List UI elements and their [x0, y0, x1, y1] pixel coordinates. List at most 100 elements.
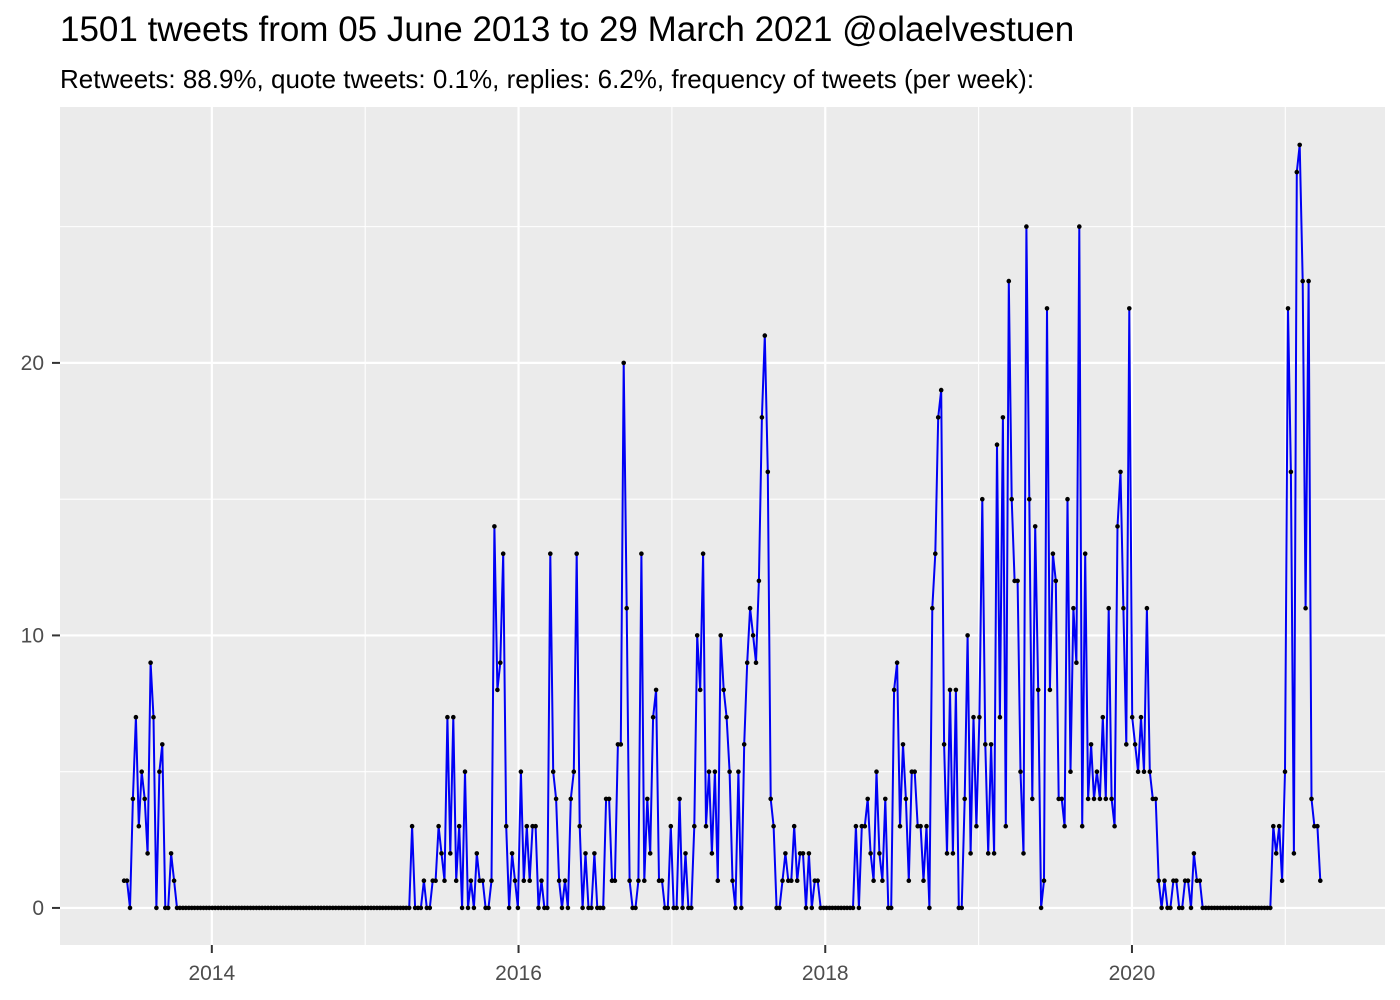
data-point: [977, 714, 982, 720]
data-point: [697, 687, 703, 693]
data-point: [1132, 742, 1138, 747]
data-point: [718, 633, 723, 638]
data-point: [730, 878, 735, 883]
data-point: [1065, 496, 1070, 502]
data-point: [1285, 306, 1291, 311]
x-tick-label-2018: 2018: [802, 962, 849, 985]
x-tick-label-2016: 2016: [495, 962, 542, 985]
data-point: [462, 769, 468, 774]
data-point: [1144, 605, 1150, 611]
y-tick-label-20: 20: [21, 352, 44, 375]
data-point: [674, 905, 679, 911]
data-point: [944, 851, 950, 856]
data-point: [1103, 796, 1109, 802]
data-point: [1188, 905, 1194, 911]
data-point: [1068, 769, 1073, 774]
data-point: [453, 878, 459, 883]
data-point: [474, 851, 480, 856]
data-point: [733, 905, 738, 911]
data-point: [771, 823, 776, 829]
data-point: [868, 851, 873, 856]
data-point: [1021, 851, 1026, 856]
data-point: [1074, 660, 1079, 665]
data-point: [1273, 851, 1279, 856]
data-point: [1141, 769, 1147, 774]
data-point: [1044, 306, 1050, 311]
data-point: [1185, 878, 1191, 883]
data-point: [880, 878, 885, 883]
data-point: [1118, 469, 1123, 475]
data-point: [683, 851, 688, 856]
data-point: [959, 905, 964, 911]
data-point: [974, 823, 979, 829]
data-point: [935, 415, 941, 420]
data-point: [750, 633, 756, 638]
data-point: [1315, 823, 1320, 829]
data-point: [891, 687, 897, 693]
data-point: [938, 387, 944, 393]
data-point: [533, 823, 538, 829]
data-point: [894, 660, 900, 665]
data-point: [559, 905, 565, 911]
data-point: [165, 905, 171, 911]
data-point: [445, 714, 450, 720]
data-point: [680, 905, 685, 911]
data-point: [518, 769, 524, 774]
data-point: [1050, 551, 1056, 556]
data-point: [512, 878, 518, 883]
data-point: [456, 823, 462, 829]
data-point: [521, 878, 527, 883]
data-point: [568, 796, 574, 802]
data-point: [498, 660, 503, 665]
data-point: [971, 714, 976, 720]
data-point: [1156, 878, 1161, 883]
data-point: [503, 823, 509, 829]
data-point: [794, 878, 800, 883]
data-point: [677, 796, 682, 802]
data-point: [736, 769, 741, 774]
data-point: [545, 905, 550, 911]
data-point: [694, 633, 700, 638]
data-point: [897, 823, 903, 829]
data-point: [1138, 714, 1144, 720]
data-point: [1129, 714, 1135, 720]
data-point: [783, 851, 788, 856]
data-point: [665, 905, 671, 911]
data-point: [903, 796, 909, 802]
data-point: [1079, 823, 1085, 829]
data-point: [744, 660, 750, 665]
data-point: [527, 878, 532, 883]
data-point: [133, 714, 139, 720]
data-point: [947, 687, 953, 693]
data-point: [1085, 796, 1091, 802]
data-point: [953, 687, 959, 693]
data-point: [589, 905, 594, 911]
data-point: [500, 551, 506, 556]
data-point: [1094, 769, 1100, 774]
y-tick-label-10: 10: [21, 624, 44, 647]
data-point: [592, 851, 597, 856]
data-point: [865, 796, 870, 802]
data-point: [509, 851, 515, 856]
data-point: [647, 851, 653, 856]
chart-title: 1501 tweets from 05 June 2013 to 29 Marc…: [60, 10, 1075, 49]
data-point: [800, 851, 806, 856]
data-point: [877, 851, 882, 856]
data-point: [562, 878, 568, 883]
data-point: [1000, 415, 1006, 420]
data-point: [1282, 769, 1288, 774]
data-point: [1268, 905, 1273, 911]
data-point: [850, 905, 856, 911]
data-point: [418, 905, 424, 911]
data-point: [883, 796, 888, 802]
data-point: [168, 851, 174, 856]
data-point: [471, 905, 477, 911]
data-point: [803, 905, 809, 911]
data-point: [574, 551, 579, 556]
data-point: [1106, 605, 1111, 611]
data-point: [621, 360, 626, 366]
data-point: [148, 660, 153, 665]
data-point: [645, 796, 650, 802]
data-point: [550, 769, 556, 774]
